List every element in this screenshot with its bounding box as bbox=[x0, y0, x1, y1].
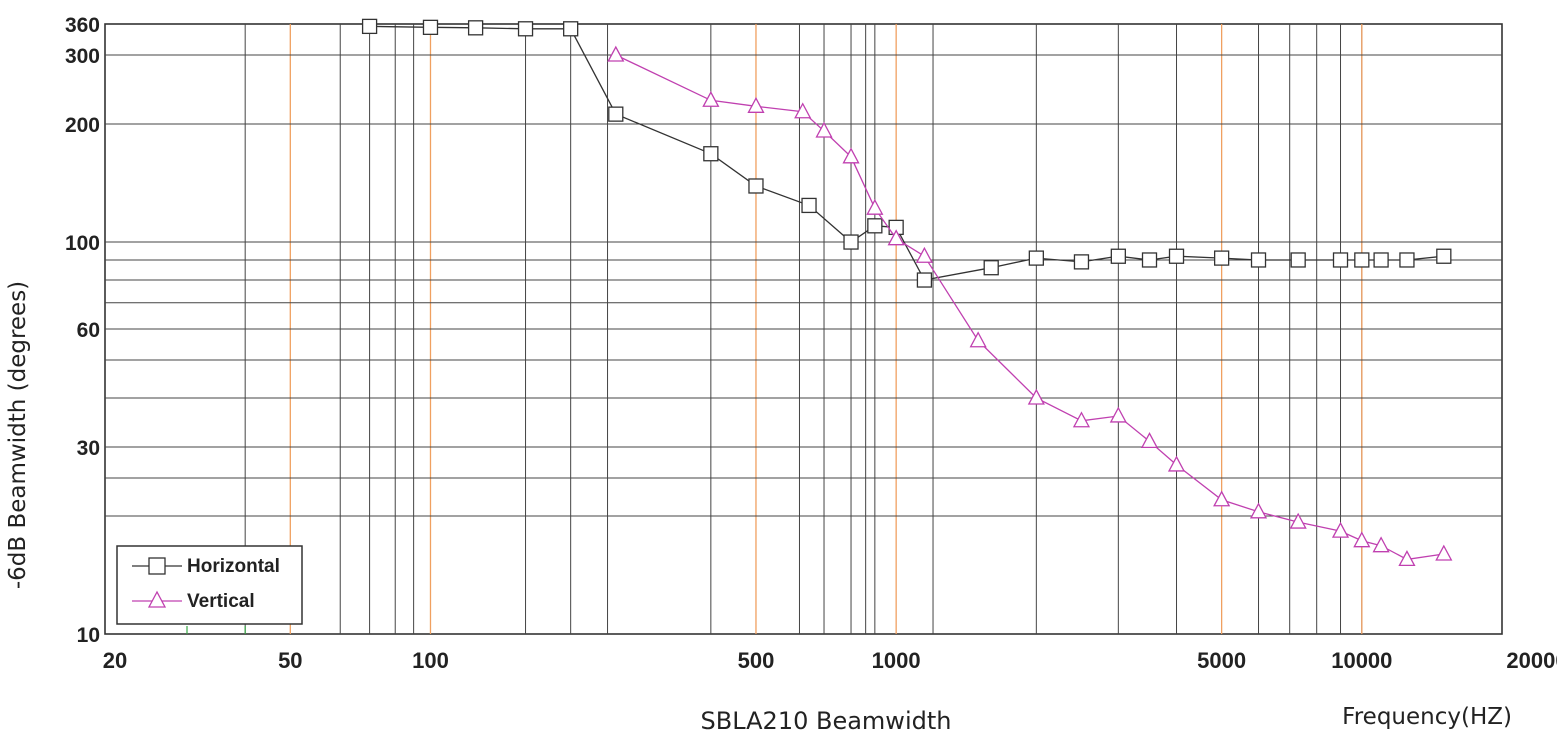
data-point-vertical bbox=[747, 96, 765, 113]
y-tick-label: 360 bbox=[65, 14, 100, 37]
data-point-horizontal bbox=[801, 197, 817, 214]
data-point-horizontal bbox=[608, 106, 624, 122]
x-tick-label: 20 bbox=[103, 648, 127, 673]
data-point-vertical bbox=[794, 102, 812, 119]
y-tick-label: 300 bbox=[65, 45, 100, 68]
data-point-vertical bbox=[842, 147, 860, 164]
x-tick-label: 100 bbox=[412, 648, 449, 673]
data-point-horizontal bbox=[1399, 252, 1415, 268]
data-point-horizontal bbox=[867, 218, 883, 234]
data-point-horizontal bbox=[563, 21, 579, 37]
data-point-horizontal bbox=[361, 18, 378, 35]
data-point-vertical bbox=[1072, 411, 1091, 428]
data-point-horizontal bbox=[1290, 252, 1306, 268]
data-point-horizontal bbox=[1141, 252, 1158, 268]
y-tick-label: 200 bbox=[65, 114, 100, 137]
legend-box bbox=[116, 545, 303, 625]
series-group bbox=[361, 18, 1453, 567]
y-tick-label: 60 bbox=[77, 319, 100, 342]
data-point-horizontal bbox=[1213, 250, 1230, 266]
data-point-horizontal bbox=[916, 272, 933, 288]
data-point-horizontal bbox=[1436, 248, 1452, 264]
grid-lines bbox=[105, 24, 1502, 634]
data-point-vertical bbox=[887, 229, 905, 246]
data-point-horizontal bbox=[422, 19, 439, 35]
x-tick-label: 500 bbox=[738, 648, 775, 673]
data-point-horizontal bbox=[1250, 252, 1267, 268]
data-point-horizontal bbox=[467, 20, 484, 36]
data-point-vertical bbox=[702, 90, 720, 107]
data-point-vertical bbox=[1372, 536, 1390, 553]
data-point-horizontal bbox=[517, 21, 534, 37]
data-point-vertical bbox=[1398, 550, 1416, 567]
legend-vertical-marker bbox=[147, 590, 167, 608]
legend: Horizontal Vertical bbox=[116, 545, 303, 625]
data-point-vertical bbox=[1213, 490, 1231, 507]
data-point-vertical bbox=[1289, 512, 1307, 529]
y-axis-label: -6dB Beamwidth (degrees) bbox=[5, 281, 31, 589]
data-point-horizontal bbox=[748, 178, 764, 194]
data-point-horizontal bbox=[703, 146, 719, 162]
data-point-horizontal bbox=[1373, 252, 1389, 268]
data-point-vertical bbox=[1249, 502, 1268, 519]
data-point-vertical bbox=[1167, 455, 1186, 472]
y-tick-label: 30 bbox=[77, 437, 100, 460]
data-point-horizontal bbox=[1332, 252, 1349, 268]
data-point-vertical bbox=[1435, 544, 1453, 561]
x-tick-label: 1000 bbox=[872, 648, 921, 673]
x-tick-label: 5000 bbox=[1197, 648, 1246, 673]
data-point-vertical bbox=[1331, 521, 1350, 538]
x-tick-labels: 20 50 100 500 1000 5000 10000 20000 bbox=[103, 648, 1557, 673]
x-tick-label: 20000 bbox=[1506, 648, 1557, 673]
data-point-vertical bbox=[815, 121, 833, 138]
data-point-vertical bbox=[866, 198, 884, 215]
x-tick-label: 50 bbox=[278, 648, 302, 673]
y-tick-labels: 10 30 60 100 200 300 360 bbox=[65, 14, 100, 647]
data-point-horizontal bbox=[1110, 248, 1126, 264]
chart-title: SBLA210 Beamwidth bbox=[701, 707, 952, 734]
y-tick-label: 100 bbox=[65, 232, 100, 255]
legend-horizontal-label: Horizontal bbox=[187, 556, 280, 577]
data-point-horizontal bbox=[983, 260, 999, 276]
legend-vertical-label: Vertical bbox=[187, 591, 255, 612]
data-point-horizontal bbox=[1168, 248, 1185, 264]
x-axis-label: Frequency(HZ) bbox=[1342, 704, 1512, 730]
data-point-horizontal bbox=[1354, 252, 1370, 268]
data-point-vertical bbox=[1353, 531, 1371, 548]
data-point-vertical bbox=[1140, 432, 1159, 449]
y-tick-label: 10 bbox=[77, 624, 100, 647]
data-point-vertical bbox=[1109, 406, 1127, 423]
data-point-vertical bbox=[1027, 388, 1045, 405]
data-point-vertical bbox=[915, 246, 934, 263]
data-point-horizontal bbox=[1073, 254, 1090, 270]
x-tick-label: 10000 bbox=[1331, 648, 1392, 673]
data-point-horizontal bbox=[843, 234, 859, 250]
data-point-vertical bbox=[607, 45, 625, 62]
data-point-vertical bbox=[969, 331, 987, 348]
legend-horizontal-marker bbox=[148, 557, 166, 575]
data-point-horizontal bbox=[1028, 250, 1044, 266]
